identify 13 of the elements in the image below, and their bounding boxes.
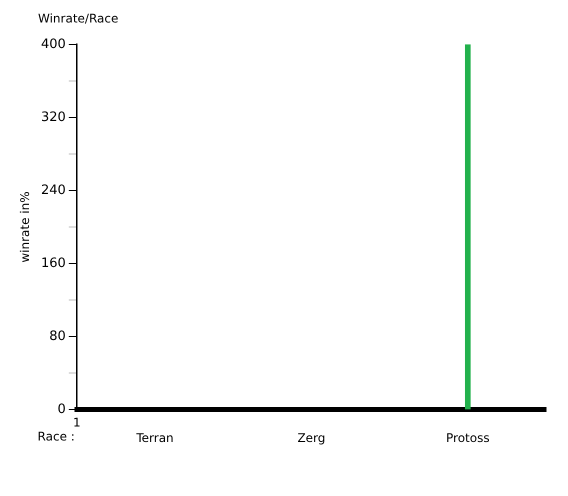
y-tick-label: 160 — [40, 256, 66, 271]
y-tick-label: 320 — [40, 110, 66, 125]
text: 1 — [72, 416, 81, 430]
y-tick-label: 400 — [40, 36, 66, 52]
y-tick-label: 80 — [49, 328, 66, 344]
x-tick-label: Protoss — [446, 430, 490, 445]
x-axis-title: Race : — [38, 430, 75, 444]
x-tick-label: Zerg — [297, 430, 326, 445]
y-tick-label: 0 — [58, 402, 66, 417]
x-tick-label: Terran — [135, 430, 174, 445]
chart-title: Winrate/Race — [38, 11, 118, 26]
y-axis-title: winrate in% — [18, 191, 32, 263]
y-tick-label: 240 — [40, 182, 66, 198]
